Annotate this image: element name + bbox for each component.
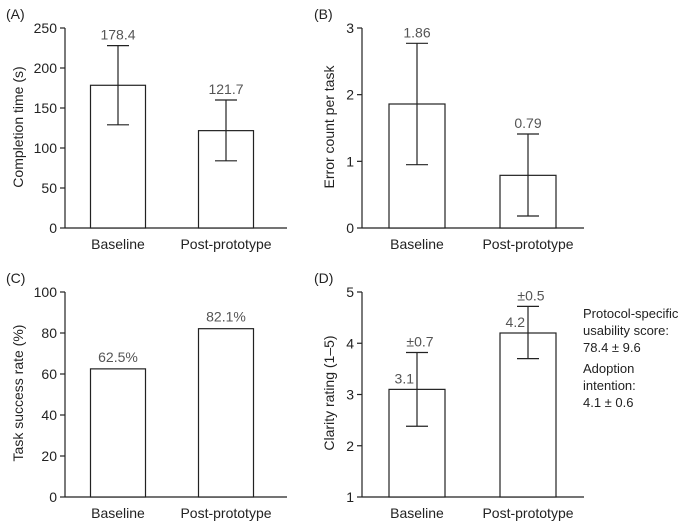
panel-b-value-label: 0.79	[514, 115, 541, 131]
panel-d-ylabel: Clarity rating (1–5)	[321, 335, 337, 450]
panel-d-plot: 1 2 3 4 5 Baseline ±0.7 3.1 Post-prototype ±0.5 4.…	[346, 284, 584, 521]
panel-d-ytick-label: 4	[346, 335, 354, 351]
panel-d: (D) Clarity rating (1–5) 1 2 3 4 5 Baseline ±0…	[314, 270, 584, 521]
panel-d-ytick-label: 1	[346, 489, 354, 505]
panel-c-ylabel: Task success rate (%)	[10, 325, 26, 462]
panel-a-category-label: Post-prototype	[180, 236, 271, 252]
score-line-3: 78.4 ± 9.6	[583, 340, 641, 355]
panel-c-ytick-label: 80	[41, 325, 57, 341]
panel-c-category-label: Post-prototype	[180, 505, 271, 521]
panel-c-value-label: 82.1%	[206, 309, 246, 325]
panel-b-ytick-label: 0	[346, 220, 354, 236]
panel-b-ytick-label: 1	[346, 153, 354, 169]
panel-a-ytick-label: 50	[41, 180, 57, 196]
panel-b-ytick-label: 2	[346, 87, 354, 103]
panel-c-bar	[89, 368, 147, 498]
side-note: Protocol-specific usability score: 78.4 …	[583, 306, 679, 410]
panel-d-ytick-label: 2	[346, 438, 354, 454]
panel-d-value-label: 3.1	[395, 370, 415, 386]
panel-a-ytick-label: 100	[34, 140, 58, 156]
panel-c-value-label: 62.5%	[98, 349, 138, 365]
panel-d-sd-label: ±0.7	[406, 333, 433, 349]
adoption-line-2: intention:	[583, 378, 636, 393]
panel-c-plot: 0 20 40 60 80 100 Baseline 62.5% Post-prototype 8…	[34, 284, 287, 521]
panel-a-plot: 0 50 100 150 200 250 Baseline 178.4 Post-prototy…	[34, 20, 287, 252]
panel-c-bar	[197, 328, 255, 498]
panel-c-ytick-label: 60	[41, 366, 57, 382]
panel-c-category-label: Baseline	[91, 505, 145, 521]
panel-a-category-label: Baseline	[91, 236, 145, 252]
panel-a-ytick-label: 250	[34, 20, 58, 36]
panel-d-category-label: Post-prototype	[482, 505, 573, 521]
panel-b: (B) Error count per task 0 1 2 3 Baseline 1.8…	[314, 6, 584, 252]
panel-d-label: (D)	[314, 270, 333, 286]
panel-d-ytick-label: 3	[346, 387, 354, 403]
adoption-line-1: Adoption	[583, 361, 634, 376]
panel-c-ytick-label: 100	[34, 284, 58, 300]
panel-d-value-label: 4.2	[506, 314, 526, 330]
adoption-line-3: 4.1 ± 0.6	[583, 395, 634, 410]
panel-a-label: (A)	[6, 6, 25, 22]
panel-a-value-label: 121.7	[208, 81, 243, 97]
score-line-1: Protocol-specific	[583, 306, 679, 321]
panel-a-ylabel: Completion time (s)	[10, 66, 26, 187]
panel-b-ytick-label: 3	[346, 20, 354, 36]
panel-d-sd-label: ±0.5	[517, 287, 544, 303]
panel-b-label: (B)	[314, 6, 333, 22]
panel-a-ytick-label: 200	[34, 60, 58, 76]
panel-a: (A) Completion time (s) 0 50 100 150 200 250 B…	[6, 6, 287, 252]
panel-b-value-label: 1.86	[403, 24, 430, 40]
panel-a-ytick-label: 150	[34, 100, 58, 116]
panel-b-plot: 0 1 2 3 Baseline 1.86 Post-prototype 0.79	[346, 20, 584, 252]
panel-a-value-label: 178.4	[100, 27, 135, 43]
panel-c: (C) Task success rate (%) 0 20 40 60 80 100 Ba…	[6, 270, 287, 521]
panel-a-ytick-label: 0	[49, 220, 57, 236]
panel-d-bar	[499, 332, 557, 498]
panel-b-category-label: Baseline	[390, 236, 444, 252]
panel-c-ytick-label: 40	[41, 407, 57, 423]
panel-d-ytick-label: 5	[346, 284, 354, 300]
panel-b-category-label: Post-prototype	[482, 236, 573, 252]
panel-c-ytick-label: 0	[49, 489, 57, 505]
panel-c-ytick-label: 20	[41, 448, 57, 464]
panel-d-category-label: Baseline	[390, 505, 444, 521]
panel-c-label: (C)	[6, 270, 25, 286]
panel-b-ylabel: Error count per task	[321, 65, 337, 189]
score-line-2: usability score:	[583, 323, 669, 338]
